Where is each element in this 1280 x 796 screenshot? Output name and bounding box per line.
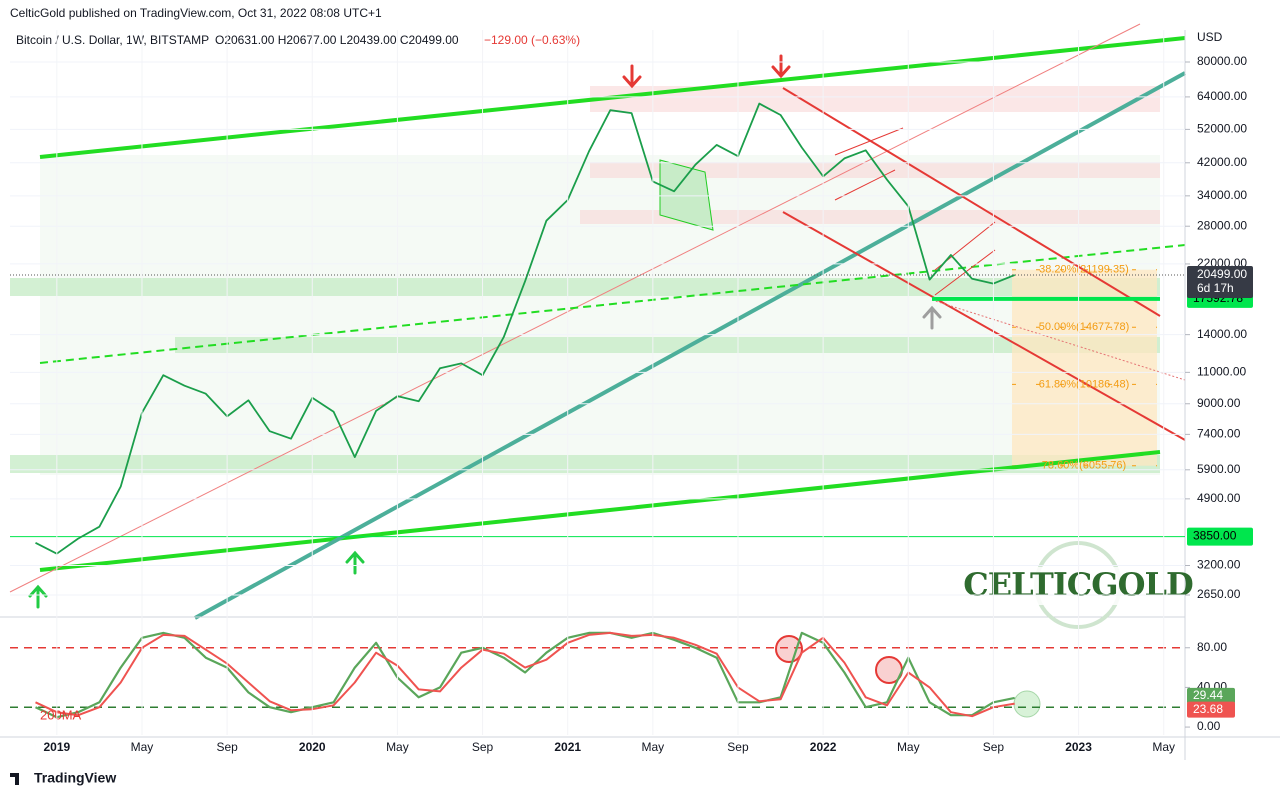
- dotted-trend: [931, 299, 1186, 381]
- support-zone: [175, 337, 1160, 353]
- y-tick-label: 7400.00: [1197, 427, 1241, 441]
- y-tick-label: 80.00: [1197, 640, 1227, 654]
- y-tick-label: 9000.00: [1197, 396, 1241, 410]
- flag-line: [934, 249, 996, 296]
- oversold-circle: [1013, 690, 1041, 718]
- support-zone: [10, 278, 1160, 296]
- x-tick-label: May: [1152, 740, 1175, 754]
- last-value-tag: [1187, 687, 1235, 704]
- long-trend: [194, 71, 1186, 620]
- y-tick-label: 34000.00: [1197, 188, 1247, 202]
- fib-label: 61.80%(10186.48): [1039, 378, 1130, 390]
- highlights: [775, 635, 1041, 718]
- fib-label: 38.20%(21199.35): [1039, 264, 1129, 276]
- change: −129.00 (−0.63%): [484, 33, 580, 47]
- annotation: 200MA: [40, 707, 82, 722]
- flag-line: [834, 127, 904, 156]
- arrows: [28, 54, 942, 609]
- x-tick-label: May: [386, 740, 409, 754]
- resistance-zone: [580, 210, 1160, 224]
- y-tick-label: 14000.00: [1197, 327, 1247, 341]
- logo-band: [975, 567, 1180, 605]
- symbol: Bitcoin / U.S. Dollar, 1W, BITSTAMP: [16, 33, 209, 47]
- channel-zone: [40, 155, 1160, 475]
- down-arrow: [622, 64, 642, 89]
- up-arrow: [28, 584, 48, 609]
- y-tick-label: 2650.00: [1197, 587, 1241, 601]
- series-line: [35, 631, 1015, 718]
- last-price-label: 20499.00: [1197, 267, 1247, 281]
- y-tick-label: 52000.00: [1197, 122, 1247, 136]
- y-tick-label: 28000.00: [1197, 218, 1247, 232]
- footer-logo: [10, 773, 19, 785]
- y-tick-label: 0.00: [1197, 719, 1221, 733]
- footer-brand: TradingView: [34, 770, 116, 786]
- series-line: [35, 631, 1015, 719]
- fib-label: 78.60%(6055.76): [1042, 460, 1126, 472]
- countdown-label: 6d 17h: [1197, 281, 1234, 295]
- series-line: [35, 102, 1016, 555]
- x-tick-label: 2020: [299, 740, 326, 754]
- support-zone: [10, 455, 1160, 473]
- flag: [659, 159, 714, 231]
- last-value-label: 29.44: [1193, 688, 1223, 702]
- level-tag-label: 3850.00: [1193, 529, 1237, 543]
- y-tick-label: 80000.00: [1197, 54, 1247, 68]
- x-tick-label: May: [131, 740, 154, 754]
- x-tick-label: Sep: [983, 740, 1005, 754]
- x-tick-label: 2023: [1065, 740, 1092, 754]
- y-tick-label: 3200.00: [1197, 558, 1241, 572]
- x-tick-label: Sep: [727, 740, 749, 754]
- x-tick-label: 2021: [554, 740, 581, 754]
- currency: USD: [1197, 30, 1223, 44]
- trendlines: [9, 23, 1186, 620]
- y-tick-label: 42000.00: [1197, 155, 1247, 169]
- y-tick-label: 4900.00: [1197, 491, 1241, 505]
- down-channel: [782, 87, 1161, 317]
- up-arrow: [922, 305, 942, 330]
- published: CelticGold published on TradingView.com,…: [10, 6, 382, 20]
- fib-label: 50.00%(14677.78): [1039, 321, 1130, 333]
- down-channel: [782, 211, 1186, 441]
- flag-line: [834, 169, 896, 201]
- level-tag: [1187, 527, 1253, 546]
- last-value-label: 23.68: [1193, 702, 1223, 716]
- x-tick-label: 2019: [43, 740, 70, 754]
- overbought-circle: [775, 635, 803, 663]
- y-tick-label: 5900.00: [1197, 462, 1241, 476]
- ohlc: O20631.00 H20677.00 L20439.00 C20499.00: [215, 33, 459, 47]
- x-tick-label: Sep: [216, 740, 238, 754]
- up-arrow: [345, 550, 365, 575]
- y-tick-label: 11000.00: [1197, 365, 1246, 379]
- upper-channel: [39, 36, 1186, 159]
- x-tick-label: May: [897, 740, 920, 754]
- down-arrow: [771, 54, 791, 79]
- fib-zone: [1012, 269, 1157, 466]
- last-price-tag: [1187, 265, 1253, 298]
- dashed-trend: [39, 244, 1186, 364]
- x-tick-label: May: [642, 740, 665, 754]
- x-tick-label: Sep: [472, 740, 494, 754]
- y-tick-label: 64000.00: [1197, 89, 1247, 103]
- x-tick-label: 2022: [810, 740, 837, 754]
- last-value-tag: [1187, 701, 1235, 718]
